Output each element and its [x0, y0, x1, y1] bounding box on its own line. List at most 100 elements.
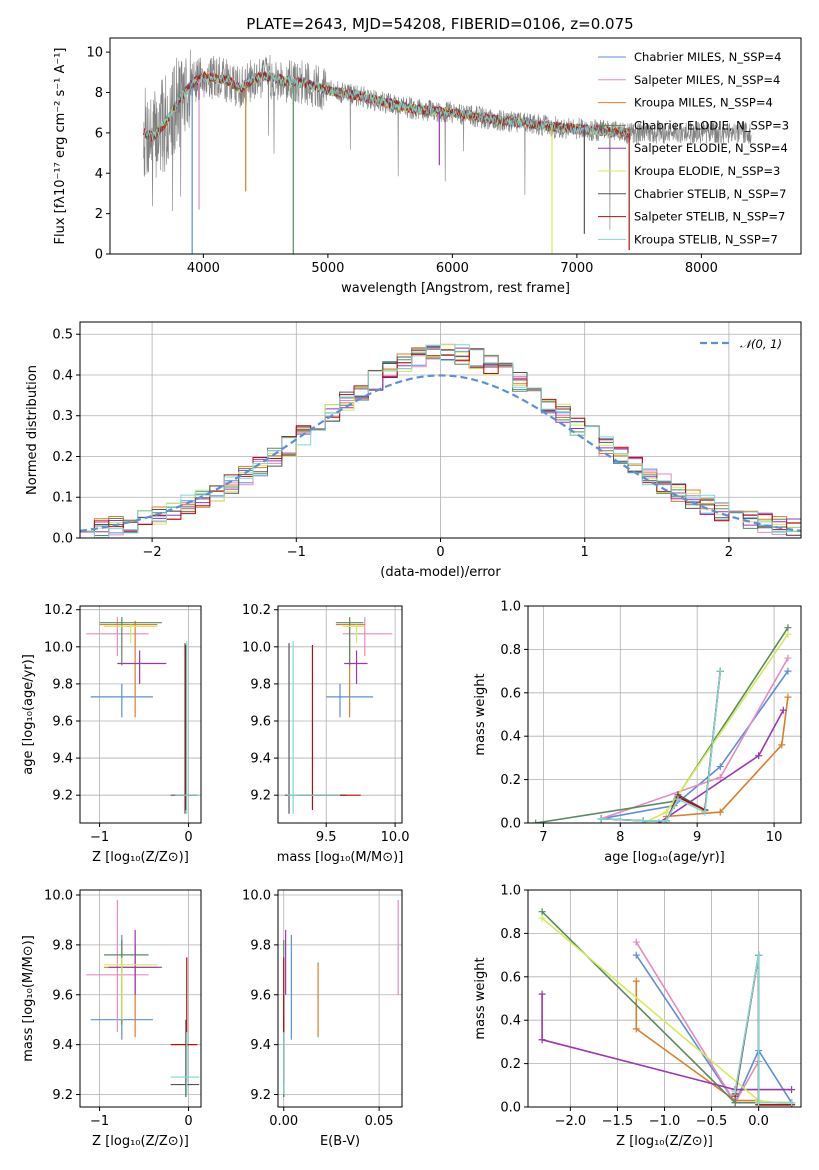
- x-tick-label: 10.0: [381, 830, 410, 845]
- x-tick-label: 6000: [436, 261, 469, 276]
- y-tick-label: 10.0: [44, 640, 73, 655]
- mass-weight-marker: [779, 706, 787, 714]
- y-tick-label: 10.2: [242, 603, 271, 618]
- y-tick-label: 9.6: [250, 988, 271, 1003]
- mass-weight-vs-metallicity-panel: −2.0 −1.5 −1.0 −0.5 0.0 0.0 0.2 0.4 0.6 0.8 1.0 Z […: [473, 884, 802, 1149]
- y-axis-label: Flux [fλ10⁻¹⁷ erg cm⁻² s⁻¹ A⁻¹]: [53, 48, 68, 245]
- y-tick-label: 9.4: [52, 1038, 73, 1053]
- x-axis-label: mass [log₁₀(M/M⊙)]: [277, 850, 404, 865]
- mass-weight-line: [541, 994, 792, 1091]
- x-tick-label: 0.0: [748, 1114, 769, 1129]
- mass-weight-line: [541, 911, 792, 1104]
- mass-weight-marker: [639, 817, 647, 823]
- x-tick-label: 9.5: [316, 830, 337, 845]
- y-tick-label: 0.4: [52, 368, 73, 383]
- legend: Chabrier MILES, N_SSP=4 Salpeter MILES, N…: [598, 50, 789, 246]
- data-marks: [86, 617, 200, 814]
- mass-weight-line: [601, 671, 722, 822]
- x-tick-label: 0: [436, 545, 444, 560]
- mass-vs-extinction-panel: 0.00 0.05 9.2 9.4 9.6 9.8 10.0 E(B-V): [242, 888, 403, 1149]
- y-tick-label: 8: [95, 86, 103, 101]
- mass-weight-marker: [662, 808, 670, 816]
- y-tick-label: 10.2: [44, 603, 73, 618]
- residual-histogram-step: [80, 344, 801, 538]
- y-tick-label: 9.2: [250, 789, 271, 804]
- y-tick-label: 2: [95, 207, 103, 222]
- mass-weight-marker: [784, 654, 792, 662]
- mass-weight-line: [541, 917, 792, 1106]
- y-tick-label: 0.8: [500, 927, 521, 942]
- residuals-panel: −2 −1 0 1 2 0.0 0.1 0.2 0.3 0.4 0.5 (data-model)/er…: [25, 321, 802, 580]
- y-tick-label: 6: [95, 126, 103, 141]
- mass-weight-line: [666, 696, 789, 818]
- mass-weight-marker: [538, 1036, 546, 1044]
- mass-weight-marker: [632, 938, 640, 946]
- y-tick-label: 10: [86, 46, 103, 61]
- mass-weight-line: [600, 657, 789, 820]
- y-tick-label: 9.8: [52, 677, 73, 692]
- legend-entry: Kroupa STELIB, N_SSP=7: [634, 232, 778, 246]
- y-tick-label: 9.4: [250, 752, 271, 767]
- grid-lines: [80, 890, 201, 1107]
- x-tick-label: 0.00: [269, 1114, 298, 1129]
- y-tick-label: 0.0: [500, 1101, 521, 1116]
- mass-weight-marker: [701, 808, 709, 816]
- legend-entry: Salpeter ELODIE, N_SSP=4: [634, 141, 788, 155]
- axes-frame: [527, 605, 802, 824]
- age-vs-mass-panel: 9.5 10.0 9.2 9.4 9.6 9.8 10.0 10.2 mass [log₁₀(M…: [242, 603, 410, 865]
- x-axis-label: Z [log₁₀(Z/Z⊙)]: [616, 1134, 713, 1149]
- legend-entry: Kroupa MILES, N_SSP=4: [634, 96, 773, 110]
- legend-entry: Chabrier STELIB, N_SSP=7: [634, 187, 786, 201]
- mass-weight-marker: [755, 951, 763, 959]
- y-tick-label: 9.6: [52, 988, 73, 1003]
- axes-frame: [79, 889, 202, 1108]
- mass-weight-line: [734, 954, 792, 1104]
- age-vs-metallicity-panel: −1 0 9.2 9.4 9.6 9.8 10.0 10.2 Z [log₁₀(Z/Z⊙)] ag…: [21, 603, 202, 865]
- mass-weight-marker: [538, 908, 546, 916]
- y-tick-label: 9.2: [52, 1088, 73, 1103]
- y-tick-label: 0.3: [52, 409, 73, 424]
- mass-weight-marker: [716, 667, 724, 675]
- x-axis-label: E(B-V): [320, 1134, 360, 1149]
- plot-area: [528, 890, 801, 1107]
- y-axis-label: mass weight: [473, 957, 488, 1039]
- x-tick-label: −2.0: [555, 1114, 587, 1129]
- y-tick-label: 1.0: [500, 600, 521, 615]
- x-axis-label: age [log₁₀(age/yr)]: [604, 850, 725, 865]
- plot-area: [528, 606, 801, 823]
- axes-frame: [109, 37, 802, 255]
- x-tick-label: 0: [184, 1114, 192, 1129]
- x-tick-label: 9: [693, 830, 701, 845]
- x-tick-label: 2: [725, 545, 733, 560]
- data-marks: [532, 624, 792, 823]
- mass-weight-marker: [788, 1086, 796, 1094]
- mass-weight-marker: [778, 741, 786, 749]
- y-tick-label: 0.5: [52, 328, 73, 343]
- y-tick-label: 0.0: [500, 817, 521, 832]
- grid-lines: [80, 606, 201, 823]
- mass-weight-marker: [755, 752, 763, 760]
- x-tick-label: 8000: [685, 261, 718, 276]
- y-tick-label: 9.6: [52, 714, 73, 729]
- mass-weight-marker: [784, 624, 792, 632]
- axes-frame: [79, 321, 802, 539]
- mass-weight-marker: [632, 1025, 640, 1033]
- mass-weight-marker: [731, 1088, 739, 1096]
- x-tick-label: −1: [90, 830, 109, 845]
- y-tick-label: 0.1: [52, 491, 73, 506]
- mass-weight-marker: [784, 630, 792, 638]
- y-tick-label: 4: [95, 167, 103, 182]
- plot-area: [80, 606, 201, 823]
- x-tick-label: 0: [184, 830, 192, 845]
- mass-weight-vs-age-panel: 7 8 9 10 0.0 0.2 0.4 0.6 0.8 1.0 age [log₁₀(age/yr…: [473, 600, 802, 865]
- mass-weight-marker: [632, 951, 640, 959]
- y-tick-label: 9.2: [52, 789, 73, 804]
- grid-lines: [278, 890, 402, 1107]
- x-tick-label: 4000: [187, 261, 220, 276]
- x-tick-label: 8: [616, 830, 624, 845]
- mass-weight-marker: [755, 1099, 763, 1107]
- x-tick-label: −1.0: [649, 1114, 681, 1129]
- y-tick-label: 9.4: [250, 1038, 271, 1053]
- y-tick-label: 0: [95, 248, 103, 263]
